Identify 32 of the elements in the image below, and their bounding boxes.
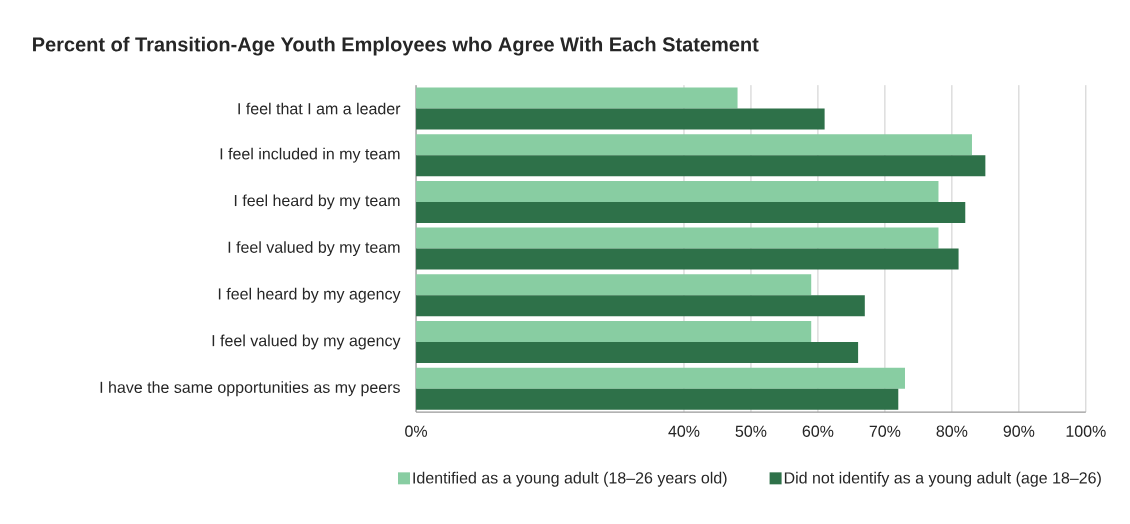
x-tick-label: 40% — [668, 425, 700, 437]
bar — [416, 180, 939, 202]
x-tick-label: 0% — [405, 425, 428, 437]
x-tick-label: 70% — [869, 425, 901, 437]
chart-title: Percent of Transition-Age Youth Employees who Agree With Each Statement — [33, 36, 759, 56]
bar — [416, 108, 825, 130]
x-tick-label: 100% — [1066, 425, 1106, 437]
bar — [416, 388, 899, 410]
y-tick-label: I have the same opportunities as my peers — [100, 381, 400, 397]
y-tick-label: I feel valued by my agency — [212, 334, 401, 350]
bar — [416, 227, 939, 249]
bar — [416, 155, 986, 177]
x-tick-label: 80% — [936, 425, 968, 437]
bar — [416, 320, 812, 342]
bar — [416, 295, 865, 317]
bar — [416, 341, 859, 363]
y-tick-label: I feel valued by my team — [228, 241, 400, 256]
y-tick-label: I feel that I am a leader — [238, 102, 401, 115]
legend-label: Did not identify as a young adult (age 18–26) — [784, 471, 1101, 487]
bar — [416, 274, 812, 296]
legend-label: Identified as a young adult (18–26 years old) — [413, 471, 727, 487]
y-tick-label: I feel heard by my agency — [218, 287, 401, 303]
bar — [416, 367, 905, 389]
bar — [416, 248, 959, 270]
y-tick-label: I feel heard by my team — [234, 194, 400, 210]
x-tick-label: 90% — [1003, 425, 1035, 437]
bar — [416, 201, 966, 223]
bar — [416, 134, 972, 156]
y-tick-label: I feel included in my team — [220, 147, 400, 163]
bar — [416, 87, 738, 109]
x-tick-label: 60% — [802, 425, 834, 437]
x-tick-label: 50% — [735, 425, 767, 437]
